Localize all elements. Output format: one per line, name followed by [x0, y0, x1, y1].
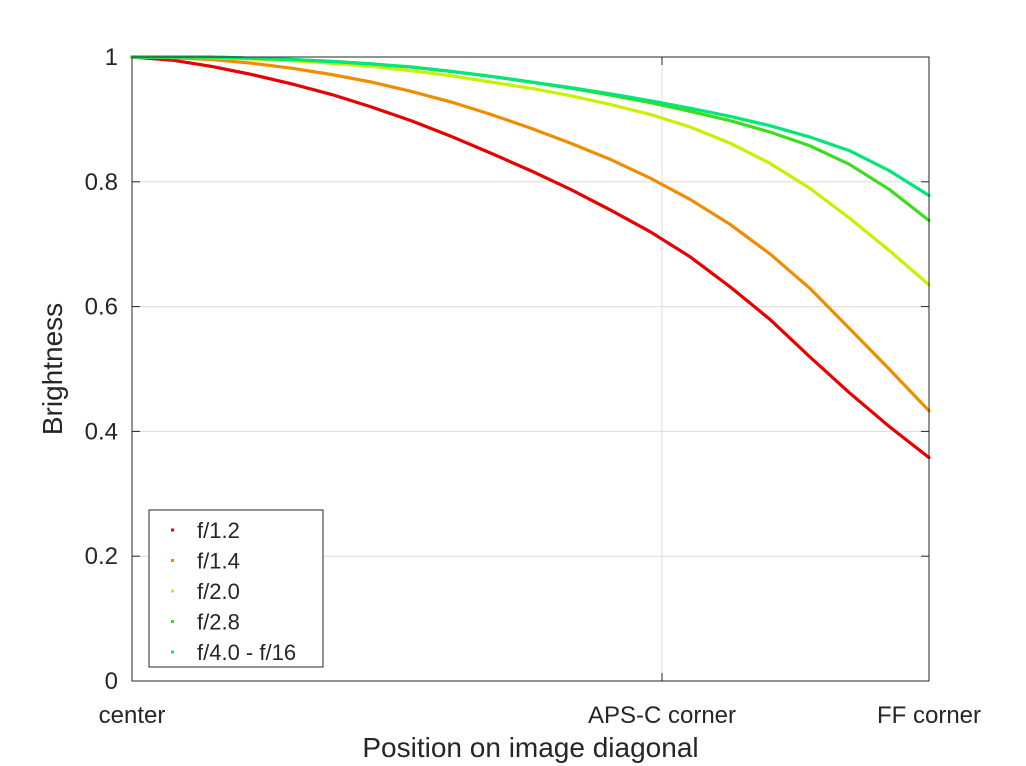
- series-line-1: [130, 55, 931, 413]
- series-line-0: [130, 55, 931, 460]
- x-tick-label: FF corner: [877, 702, 981, 729]
- y-tick-label: 1: [105, 44, 118, 71]
- legend-label: f/1.2: [197, 518, 240, 543]
- legend-label: f/2.8: [197, 610, 240, 635]
- x-tick-label: center: [99, 702, 166, 729]
- legend-label: f/1.4: [197, 549, 240, 574]
- legend-box: [148, 509, 324, 668]
- axis-ticks: 0 0.2 0.4 0.6 0.8 1 center APS-C corner FF corne…: [85, 44, 981, 729]
- grid-lines: [132, 57, 929, 681]
- legend-label: f/2.0: [197, 579, 240, 604]
- legend: f/1.2 f/1.4 f/2.0 f/2.8 f/4.0 - f/16: [148, 509, 324, 668]
- x-axis-label: Position on image diagonal: [362, 732, 698, 763]
- y-tick-label: 0.4: [85, 418, 118, 445]
- x-tick-label: APS-C corner: [588, 702, 736, 729]
- legend-marker: [171, 620, 174, 623]
- y-tick-label: 0.2: [85, 543, 118, 570]
- y-tick-label: 0.8: [85, 169, 118, 196]
- plot-series: [130, 55, 931, 460]
- y-tick-label: 0: [105, 668, 118, 695]
- legend-marker: [171, 559, 174, 562]
- y-axis-label: Brightness: [37, 303, 68, 435]
- legend-marker: [171, 589, 174, 593]
- legend-label: f/4.0 - f/16: [197, 640, 296, 665]
- legend-marker: [171, 528, 174, 532]
- y-tick-label: 0.6: [85, 294, 118, 321]
- plot-frame: [131, 56, 930, 682]
- legend-marker: [171, 650, 174, 654]
- series-line-4: [130, 55, 931, 198]
